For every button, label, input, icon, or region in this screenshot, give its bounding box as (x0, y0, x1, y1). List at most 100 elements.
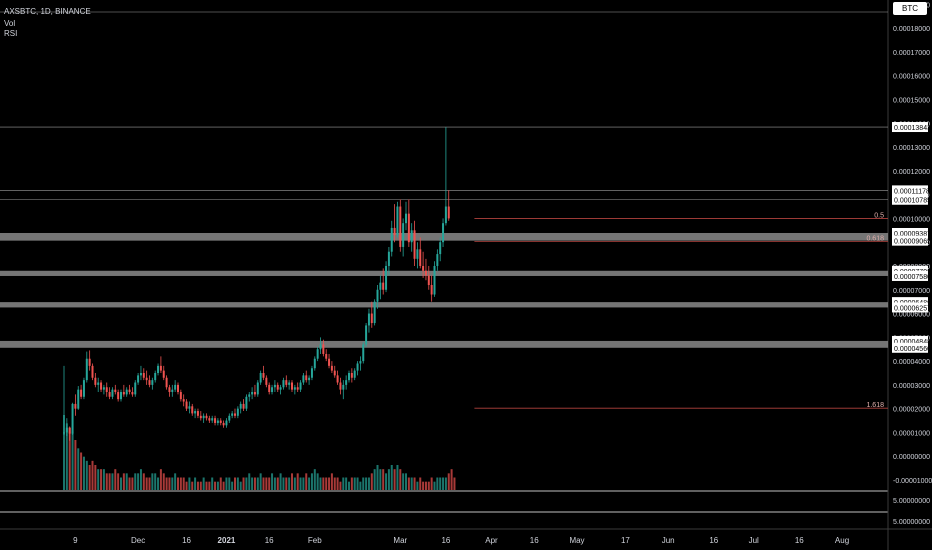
candle-body (168, 387, 171, 393)
candle (424, 258, 427, 281)
volume-bar (422, 481, 425, 490)
candle (299, 380, 302, 393)
candle (177, 382, 179, 395)
volume-bar (305, 473, 308, 490)
volume-bar (376, 465, 379, 490)
candle-body (97, 382, 100, 385)
fib-label: 0.618 (866, 235, 884, 242)
candle (68, 426, 71, 441)
candle (282, 377, 285, 390)
currency-badge[interactable]: BTC (893, 2, 927, 15)
candle-body (436, 254, 439, 266)
candle (444, 127, 447, 226)
time-axis-tick: 17 (621, 536, 630, 545)
time-axis-tick: Jun (662, 536, 675, 545)
candle-body (125, 389, 128, 395)
volume-bar (100, 469, 103, 490)
volume-bar (239, 481, 242, 490)
candle-body (231, 413, 234, 416)
volume-bar (142, 473, 145, 490)
volume-bar (339, 481, 342, 490)
candle (251, 387, 254, 400)
candle (159, 356, 162, 373)
level-price-badge: 0.00010785 (894, 198, 931, 205)
volume-bar (308, 477, 311, 490)
support-zone (0, 340, 888, 348)
candle-body (387, 251, 390, 266)
candle-body (444, 206, 447, 224)
candle (236, 406, 239, 419)
volume-bar (154, 473, 157, 490)
candle-body (256, 382, 259, 395)
candle-body (356, 363, 359, 371)
time-axis-tick: 2021 (218, 536, 236, 545)
volume-bar (216, 481, 219, 490)
candle-body (293, 387, 296, 390)
candle (85, 351, 88, 383)
candle-body (194, 411, 197, 414)
candle (199, 411, 202, 421)
candle (82, 377, 85, 400)
candle (399, 199, 402, 252)
candle (279, 384, 282, 395)
candle (345, 375, 348, 390)
volume-bar (328, 477, 331, 490)
candle (313, 356, 316, 371)
volume-bar (251, 477, 254, 490)
candle-body (251, 392, 254, 395)
volume-bar (407, 477, 410, 490)
volume-bar (196, 481, 199, 490)
candle (276, 382, 279, 393)
candle-body (279, 387, 282, 390)
volume-bar (171, 477, 174, 490)
volume-bar (77, 448, 80, 490)
candle (117, 389, 120, 402)
zone-bottom-badge: 0.00007580 (894, 274, 931, 281)
candle (179, 389, 182, 402)
candle (125, 387, 128, 397)
candle-body (196, 411, 199, 416)
level-price-badge-box (892, 122, 928, 133)
volume-bar (139, 469, 142, 490)
candle (436, 249, 439, 271)
candle-body (393, 227, 396, 236)
volume-bar (177, 477, 179, 490)
volume-bar (325, 477, 328, 490)
candle (430, 275, 433, 302)
volume-bar (199, 481, 202, 490)
candle (214, 415, 217, 426)
volume-bar (159, 469, 162, 490)
volume-bar (157, 477, 160, 490)
volume-bar (367, 477, 370, 490)
candle-body (310, 368, 313, 378)
candle (174, 380, 177, 393)
volume-bar (222, 481, 225, 490)
volume-bar (393, 469, 396, 490)
volume-bar (74, 440, 77, 490)
volume-bar (268, 477, 271, 490)
volume-bar (194, 477, 197, 490)
volume-bar (91, 460, 94, 490)
candle (222, 420, 225, 428)
candle (194, 408, 197, 419)
zone-top-badge-box (892, 297, 928, 308)
candle (145, 370, 148, 385)
volume-bar (330, 473, 333, 490)
candle-body (291, 382, 293, 390)
zone-bottom-badge: 0.00009065 (894, 239, 931, 246)
price-axis-tick: 0.00000000 (893, 454, 930, 461)
candle (137, 372, 140, 385)
candle-body (165, 377, 168, 388)
candle-body (442, 223, 445, 243)
volume-bar (348, 481, 350, 490)
candle (128, 384, 131, 395)
zone-bottom-badge-box (892, 270, 928, 281)
candle (362, 342, 365, 364)
candle-body (191, 406, 194, 414)
price-axis-tick: 0.00015000 (893, 98, 930, 105)
candle (108, 387, 111, 400)
candle (188, 401, 191, 414)
volume-bar (117, 473, 120, 490)
candle (402, 218, 405, 257)
